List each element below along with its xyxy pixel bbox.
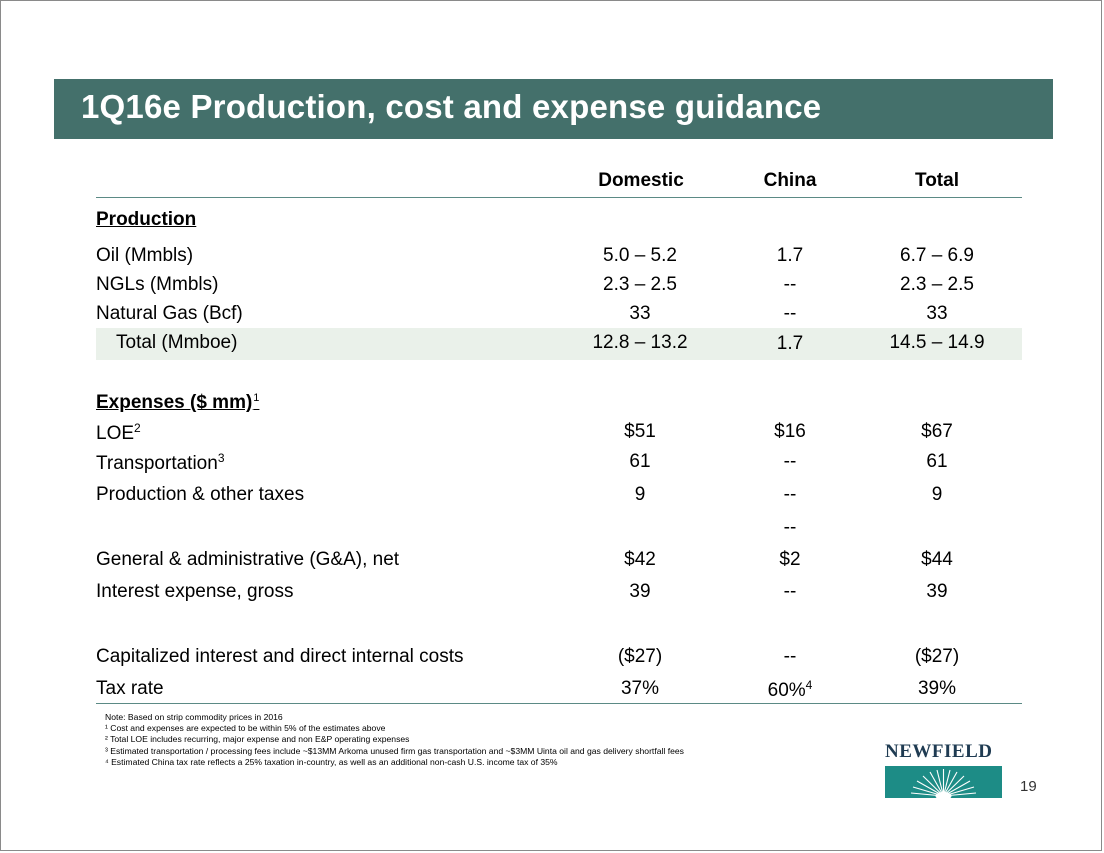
footnote: ² Total LOE includes recurring, major ex… [105, 734, 410, 745]
row-label: Capitalized interest and direct internal… [96, 646, 464, 667]
domestic-value: 39 [629, 581, 651, 602]
footnote-marker: 3 [217, 451, 225, 465]
row-label: Natural Gas (Bcf) [96, 303, 243, 324]
total-value: 61 [926, 451, 948, 472]
column-header-total: Total [915, 170, 959, 191]
newfield-logo: NEWFIELD [885, 741, 1003, 798]
row-label: NGLs (Mmbls) [96, 274, 219, 295]
production-row: Natural Gas (Bcf) 33 -- 33 [96, 303, 1022, 331]
slide-title: 1Q16e Production, cost and expense guida… [81, 88, 822, 125]
row-label: Interest expense, gross [96, 581, 294, 602]
footnote-marker: 4 [805, 678, 813, 692]
footnote-marker: 2 [134, 421, 141, 435]
domestic-value: 9 [634, 484, 646, 505]
expense-row: General & administrative (G&A), net $42 … [96, 549, 1022, 577]
starburst-icon [885, 766, 1002, 798]
production-heading: Production [96, 209, 197, 230]
total-value: $44 [921, 549, 953, 570]
column-header-china: China [763, 170, 817, 191]
row-label: Production & other taxes [96, 484, 305, 505]
footnote: ⁴ Estimated China tax rate reflects a 25… [105, 756, 558, 767]
row-label: Total (Mmboe) [116, 332, 238, 353]
footnotes: Note: Based on strip commodity prices in… [105, 712, 684, 768]
china-value: -- [783, 484, 797, 505]
expense-row: Capitalized interest and direct internal… [96, 646, 1022, 674]
china-value: 60%4 [767, 678, 813, 701]
domestic-value: 33 [629, 303, 651, 324]
row-label: LOE2 [96, 421, 141, 444]
total-value: $67 [921, 421, 953, 442]
expense-row: Tax rate 37% 60%4 39% [96, 678, 1022, 706]
domestic-value: $42 [624, 549, 656, 570]
china-value: $16 [774, 421, 806, 442]
header-rule [96, 197, 1022, 198]
total-value: 2.3 – 2.5 [900, 274, 974, 295]
production-row: NGLs (Mmbls) 2.3 – 2.5 -- 2.3 – 2.5 [96, 274, 1022, 302]
domestic-value: 5.0 – 5.2 [603, 245, 677, 266]
china-value: -- [783, 274, 797, 295]
total-value: 33 [926, 303, 948, 324]
logo-wordmark: NEWFIELD [885, 741, 993, 762]
production-row: Oil (Mmbls) 5.0 – 5.2 1.7 6.7 – 6.9 [96, 245, 1022, 273]
domestic-value: ($27) [617, 646, 663, 667]
production-total-row: Total (Mmboe) 12.8 – 13.2 1.7 14.5 – 14.… [96, 328, 1022, 360]
footnote: ¹ Cost and expenses are expected to be w… [105, 723, 386, 734]
total-value: ($27) [914, 646, 960, 667]
total-value: 6.7 – 6.9 [900, 245, 974, 266]
expense-row: Transportation3 61 -- 61 [96, 451, 1022, 479]
china-value: -- [783, 451, 797, 472]
row-label: Oil (Mmbls) [96, 245, 194, 266]
domestic-value: $51 [624, 421, 656, 442]
china-value: -- [783, 581, 797, 602]
total-value: 39 [926, 581, 948, 602]
domestic-value: 12.8 – 13.2 [592, 332, 688, 353]
row-label: Transportation3 [96, 451, 225, 474]
expense-row: Production & other taxes 9 -- 9 [96, 484, 1022, 512]
domestic-value: 2.3 – 2.5 [603, 274, 677, 295]
expense-row: LOE2 $51 $16 $67 [96, 421, 1022, 449]
row-label: Tax rate [96, 678, 164, 699]
china-value: $2 [779, 549, 801, 570]
expense-row: Interest expense, gross 39 -- 39 [96, 581, 1022, 609]
title-bar: 1Q16e Production, cost and expense guida… [54, 79, 1053, 139]
footer-rule [96, 703, 1022, 704]
page-number: 19 [1020, 778, 1037, 795]
column-header-domestic: Domestic [598, 170, 684, 191]
china-value: 1.7 [776, 245, 804, 266]
total-value: 9 [931, 484, 943, 505]
footnote: Note: Based on strip commodity prices in… [105, 712, 283, 722]
footnote-marker: 1 [253, 392, 260, 404]
footnote: ³ Estimated transportation / processing … [105, 745, 684, 756]
total-value: 14.5 – 14.9 [889, 332, 985, 353]
total-value: 39% [917, 678, 957, 699]
row-label: General & administrative (G&A), net [96, 549, 400, 570]
domestic-value: 61 [629, 451, 651, 472]
china-value: -- [783, 646, 797, 667]
domestic-value: 37% [620, 678, 660, 699]
china-dash: -- [783, 517, 797, 538]
china-value: -- [783, 303, 797, 324]
china-value: 1.7 [776, 333, 804, 354]
expenses-heading: Expenses ($ mm)1 [96, 392, 260, 413]
